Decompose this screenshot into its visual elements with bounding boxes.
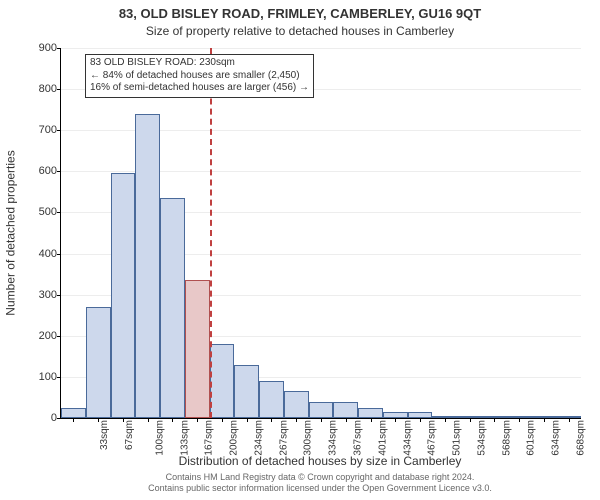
histogram-bar [86, 307, 111, 418]
x-tick-mark [247, 418, 248, 422]
y-tick-label: 500 [21, 206, 61, 218]
histogram-bar [234, 365, 259, 418]
x-tick-label: 67sqm [124, 420, 135, 450]
grid-line [61, 48, 581, 49]
x-tick-label: 467sqm [427, 420, 438, 456]
y-tick-label: 800 [21, 83, 61, 95]
histogram-bar [358, 408, 383, 418]
plot-area: 010020030040050060070080090033sqm67sqm10… [60, 48, 581, 419]
x-tick-label: 501sqm [452, 420, 463, 456]
histogram-bar [61, 408, 86, 418]
x-tick-label: 601sqm [526, 420, 537, 456]
chart-subtitle: Size of property relative to detached ho… [0, 24, 600, 38]
y-axis-label: Number of detached properties [4, 48, 18, 418]
x-tick-label: 634sqm [551, 420, 562, 456]
histogram-bar [135, 114, 160, 418]
y-tick-label: 400 [21, 248, 61, 260]
x-tick-mark [296, 418, 297, 422]
annotation-line: 16% of semi-detached houses are larger (… [90, 82, 309, 95]
copyright-text: Contains HM Land Registry data © Crown c… [60, 472, 580, 494]
x-tick-label: 334sqm [328, 420, 339, 456]
x-axis-label: Distribution of detached houses by size … [60, 454, 580, 468]
chart-container: 83, OLD BISLEY ROAD, FRIMLEY, CAMBERLEY,… [0, 0, 600, 500]
x-tick-mark [271, 418, 272, 422]
x-tick-mark [222, 418, 223, 422]
y-tick-label: 100 [21, 371, 61, 383]
y-tick-label: 700 [21, 124, 61, 136]
x-tick-label: 367sqm [353, 420, 364, 456]
x-tick-mark [346, 418, 347, 422]
x-tick-mark [569, 418, 570, 422]
x-tick-label: 668sqm [575, 420, 586, 456]
x-tick-label: 133sqm [179, 420, 190, 456]
x-tick-label: 167sqm [204, 420, 215, 456]
marker-line [210, 48, 212, 418]
annotation-line: ← 84% of detached houses are smaller (2,… [90, 70, 309, 83]
x-tick-mark [371, 418, 372, 422]
x-tick-label: 434sqm [402, 420, 413, 456]
x-tick-mark [321, 418, 322, 422]
y-tick-label: 600 [21, 165, 61, 177]
x-tick-mark [420, 418, 421, 422]
x-tick-label: 100sqm [154, 420, 165, 456]
x-tick-mark [73, 418, 74, 422]
x-tick-mark [98, 418, 99, 422]
x-tick-mark [445, 418, 446, 422]
histogram-bar [333, 402, 358, 418]
histogram-bar [111, 173, 136, 418]
x-tick-label: 300sqm [303, 420, 314, 456]
x-tick-mark [470, 418, 471, 422]
x-tick-mark [395, 418, 396, 422]
x-tick-mark [519, 418, 520, 422]
x-tick-label: 234sqm [254, 420, 265, 456]
histogram-bar [309, 402, 334, 418]
x-tick-label: 534sqm [476, 420, 487, 456]
y-tick-label: 300 [21, 289, 61, 301]
x-tick-label: 33sqm [99, 420, 110, 450]
histogram-bar [185, 280, 210, 418]
x-tick-label: 267sqm [278, 420, 289, 456]
x-tick-label: 401sqm [377, 420, 388, 456]
x-tick-mark [148, 418, 149, 422]
y-tick-label: 0 [21, 412, 61, 424]
histogram-bar [160, 198, 185, 418]
chart-title: 83, OLD BISLEY ROAD, FRIMLEY, CAMBERLEY,… [0, 6, 600, 21]
x-tick-mark [197, 418, 198, 422]
y-tick-label: 900 [21, 42, 61, 54]
histogram-bar [259, 381, 284, 418]
x-tick-label: 568sqm [501, 420, 512, 456]
x-tick-mark [544, 418, 545, 422]
x-tick-label: 200sqm [229, 420, 240, 456]
histogram-bar [210, 344, 235, 418]
histogram-bar [284, 391, 309, 418]
annotation-box: 83 OLD BISLEY ROAD: 230sqm ← 84% of deta… [85, 54, 314, 98]
x-tick-mark [494, 418, 495, 422]
y-tick-label: 200 [21, 330, 61, 342]
x-tick-mark [172, 418, 173, 422]
x-tick-mark [123, 418, 124, 422]
annotation-line: 83 OLD BISLEY ROAD: 230sqm [90, 57, 309, 70]
